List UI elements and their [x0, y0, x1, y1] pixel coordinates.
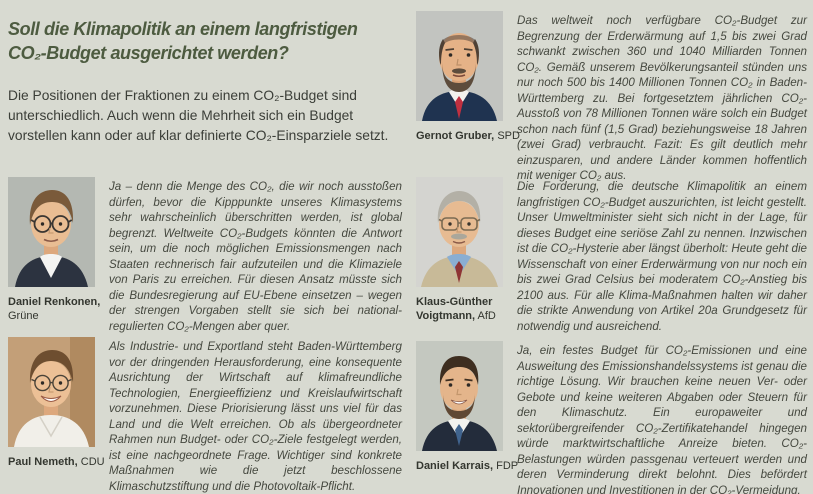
portrait-photo-renkonen	[8, 177, 95, 287]
photo-column: Paul Nemeth, CDU	[8, 337, 105, 469]
person-caption: Paul Nemeth, CDU	[8, 455, 112, 469]
portrait-photo-voigtmann	[416, 177, 503, 287]
person-name: Gernot Gruber,	[416, 130, 495, 142]
statement-text-gruene: Ja – denn die Menge des CO₂, die wir noc…	[109, 180, 402, 333]
statement-text-spd: Das weltweit noch verfügbare CO₂-Budget …	[517, 14, 807, 182]
person-caption: Daniel Renkonen, Grüne	[8, 295, 112, 323]
person-party: Grüne	[8, 310, 39, 322]
statement-fdp: Daniel Karrais, FDP Ja, ein festes Budge…	[416, 341, 807, 494]
person-name: Paul Nemeth,	[8, 456, 78, 468]
portrait-photo-karrais	[416, 341, 503, 451]
person-name: Daniel Renkonen,	[8, 296, 101, 308]
intro-paragraph: Die Positionen der Fraktionen zu einem C…	[8, 88, 389, 143]
person-caption: Gernot Gruber, SPD	[416, 129, 520, 143]
statement-text-cdu: Als Industrie- und Exportland steht Bade…	[109, 340, 402, 493]
person-party: CDU	[80, 456, 105, 468]
photo-column: Daniel Renkonen, Grüne	[8, 177, 100, 323]
photo-column: Gernot Gruber, SPD	[416, 11, 520, 143]
statement-cdu: Paul Nemeth, CDU Als Industrie- und Expo…	[8, 337, 402, 494]
person-party: SPD	[497, 130, 520, 142]
person-caption: Klaus-Günther Voigtmann, AfD	[416, 295, 520, 323]
statement-spd: Gernot Gruber, SPD Das weltweit noch ver…	[416, 11, 807, 184]
statement-text-fdp: Ja, ein festes Budget für CO₂-Emissionen…	[517, 344, 807, 494]
page-title: Soll die Klimapolitik an einem langfrist…	[8, 17, 412, 65]
portrait-photo-nemeth	[8, 337, 95, 447]
person-party: FDP	[496, 460, 519, 472]
person-caption: Daniel Karrais, FDP	[416, 459, 520, 473]
page-title-line2: CO₂-Budget ausgerichtet werden?	[8, 43, 289, 64]
page-title-line1: Soll die Klimapolitik an einem langfrist…	[8, 19, 358, 40]
statement-afd: Klaus-Günther Voigtmann, AfD Die Forderu…	[416, 177, 807, 334]
photo-column: Daniel Karrais, FDP	[416, 341, 518, 473]
portrait-photo-gruber	[416, 11, 503, 121]
person-name: Klaus-Günther Voigtmann,	[416, 296, 493, 322]
statement-gruene: Daniel Renkonen, Grüne Ja – denn die Men…	[8, 177, 402, 334]
person-name: Daniel Karrais,	[416, 460, 494, 472]
person-party: AfD	[477, 310, 496, 322]
statement-text-afd: Die Forderung, die deutsche Klimapolitik…	[517, 180, 807, 333]
photo-column: Klaus-Günther Voigtmann, AfD	[416, 177, 503, 323]
